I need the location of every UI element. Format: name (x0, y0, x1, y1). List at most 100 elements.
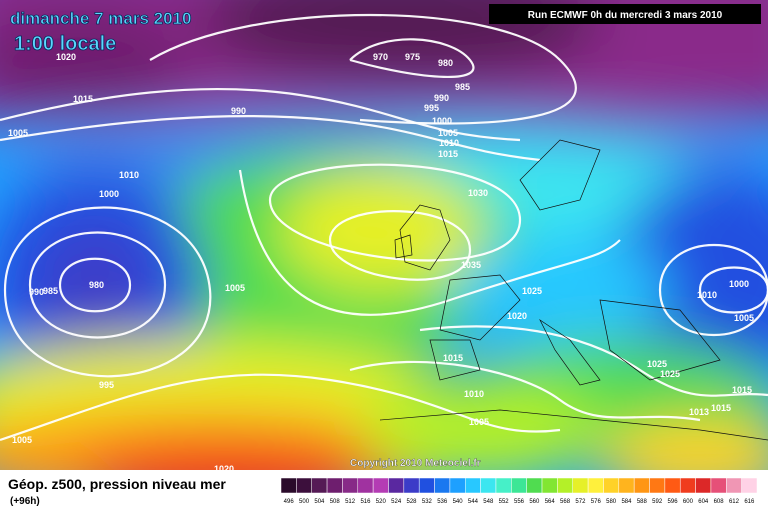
isobar-label: 1010 (439, 138, 459, 148)
scale-label: 512 (345, 499, 356, 505)
isobar-label: 1000 (99, 189, 119, 199)
isobar-label: 995 (424, 103, 439, 113)
scale-cell (526, 477, 543, 494)
isobar-label: 985 (43, 286, 58, 296)
isobar-label: 1005 (8, 128, 28, 138)
scale-label: 516 (360, 499, 371, 505)
scale-cell (679, 477, 696, 494)
scale-cell (649, 477, 666, 494)
isobar-label: 1000 (729, 279, 749, 289)
isobars (0, 13, 768, 442)
isobar-label: 1005 (469, 417, 489, 427)
scale-label: 608 (714, 499, 725, 505)
run-info: Run ECMWF 0h du mercredi 3 mars 2010 (528, 10, 723, 21)
scale-cell (465, 477, 481, 494)
isobar-label: 1035 (461, 260, 481, 270)
scale-label: 520 (376, 499, 387, 505)
scale-label: 564 (545, 499, 556, 505)
scale-cell (633, 477, 650, 494)
scale-label: 504 (314, 499, 325, 505)
scale-cell (695, 477, 712, 494)
scale-label: 584 (621, 499, 632, 505)
scale-label: 524 (391, 499, 402, 505)
isobar-label: 980 (438, 58, 453, 68)
scale-label: 552 (499, 499, 510, 505)
scale-cell (511, 477, 527, 494)
isobar-label: 975 (405, 52, 420, 62)
scale-cell (480, 477, 497, 494)
scale-cell (311, 477, 328, 494)
scale-cell (557, 477, 573, 494)
isobar-labels: 1020 1015 1005 990 970 975 980 985 990 9… (8, 52, 754, 474)
scale-cell (710, 477, 727, 494)
isobar-label: 1020 (214, 464, 234, 474)
scale-label: 548 (483, 499, 494, 505)
scale-cell (618, 477, 635, 494)
scale-cell (572, 477, 589, 494)
scale-label: 544 (468, 499, 479, 505)
isobar-label: 1005 (225, 283, 245, 293)
scale-label: 528 (407, 499, 418, 505)
isobar-label: 1025 (522, 286, 542, 296)
scale-cell (449, 477, 466, 494)
isobar-label: 1000 (432, 116, 452, 126)
isobar-label: 985 (455, 82, 470, 92)
scale-cell (495, 477, 512, 494)
scale-label: 596 (668, 499, 679, 505)
scale-label: 532 (422, 499, 433, 505)
isobar-label: 1020 (507, 311, 527, 321)
isobar-label: 1030 (468, 188, 488, 198)
isobar-label: 980 (89, 280, 104, 290)
scale-label: 592 (652, 499, 663, 505)
isobar-label: 1025 (647, 359, 667, 369)
scale-cell (418, 477, 435, 494)
isobar-label: 1010 (697, 290, 717, 300)
scale-cell (741, 477, 758, 494)
scale-cell (388, 477, 405, 494)
scale-label: 576 (591, 499, 602, 505)
scale-label: 580 (606, 499, 617, 505)
isobar-label: 1025 (660, 369, 680, 379)
isobar-label: 970 (373, 52, 388, 62)
scale-label: 616 (744, 499, 755, 505)
isobar-label: 1013 (689, 407, 709, 417)
isobar-label: 1005 (12, 435, 32, 445)
scale-label: 496 (284, 499, 295, 505)
isobar-label: 990 (29, 287, 44, 297)
scale-label: 588 (637, 499, 648, 505)
isobar-label: 1015 (732, 385, 752, 395)
scale-cell (326, 477, 343, 494)
isobar-label: 1005 (438, 128, 458, 138)
footer-subtitle: (+96h) (10, 496, 40, 507)
scale-label: 612 (729, 499, 740, 505)
color-scale: 496 500 504 508 512 516 520 524 528 532 536 540 544 5… (280, 477, 758, 505)
scale-cell (541, 477, 558, 494)
scale-label: 540 (453, 499, 464, 505)
run-box (489, 4, 761, 24)
scale-cell (280, 477, 297, 494)
scale-label: 600 (683, 499, 694, 505)
scale-cell (434, 477, 451, 494)
time-title: 1:00 locale (14, 33, 116, 55)
scale-label: 560 (529, 499, 540, 505)
scale-cell (342, 477, 359, 494)
date-title: dimanche 7 mars 2010 (10, 9, 191, 28)
scale-label: 500 (299, 499, 310, 505)
scale-label: 508 (330, 499, 341, 505)
scale-cell (587, 477, 604, 494)
isobar-label: 990 (231, 106, 246, 116)
isobar-label: 1005 (734, 313, 754, 323)
scale-cell (372, 477, 389, 494)
scale-cell (664, 477, 681, 494)
isobar-label: 1015 (711, 403, 731, 413)
isobar-label: 1010 (119, 170, 139, 180)
isobar-label: 1015 (443, 353, 463, 363)
isobar-label: 1010 (464, 389, 484, 399)
scale-label: 536 (437, 499, 448, 505)
isobar-label: 1020 (56, 52, 76, 62)
coastlines (379, 139, 768, 441)
scale-cell (403, 477, 420, 494)
